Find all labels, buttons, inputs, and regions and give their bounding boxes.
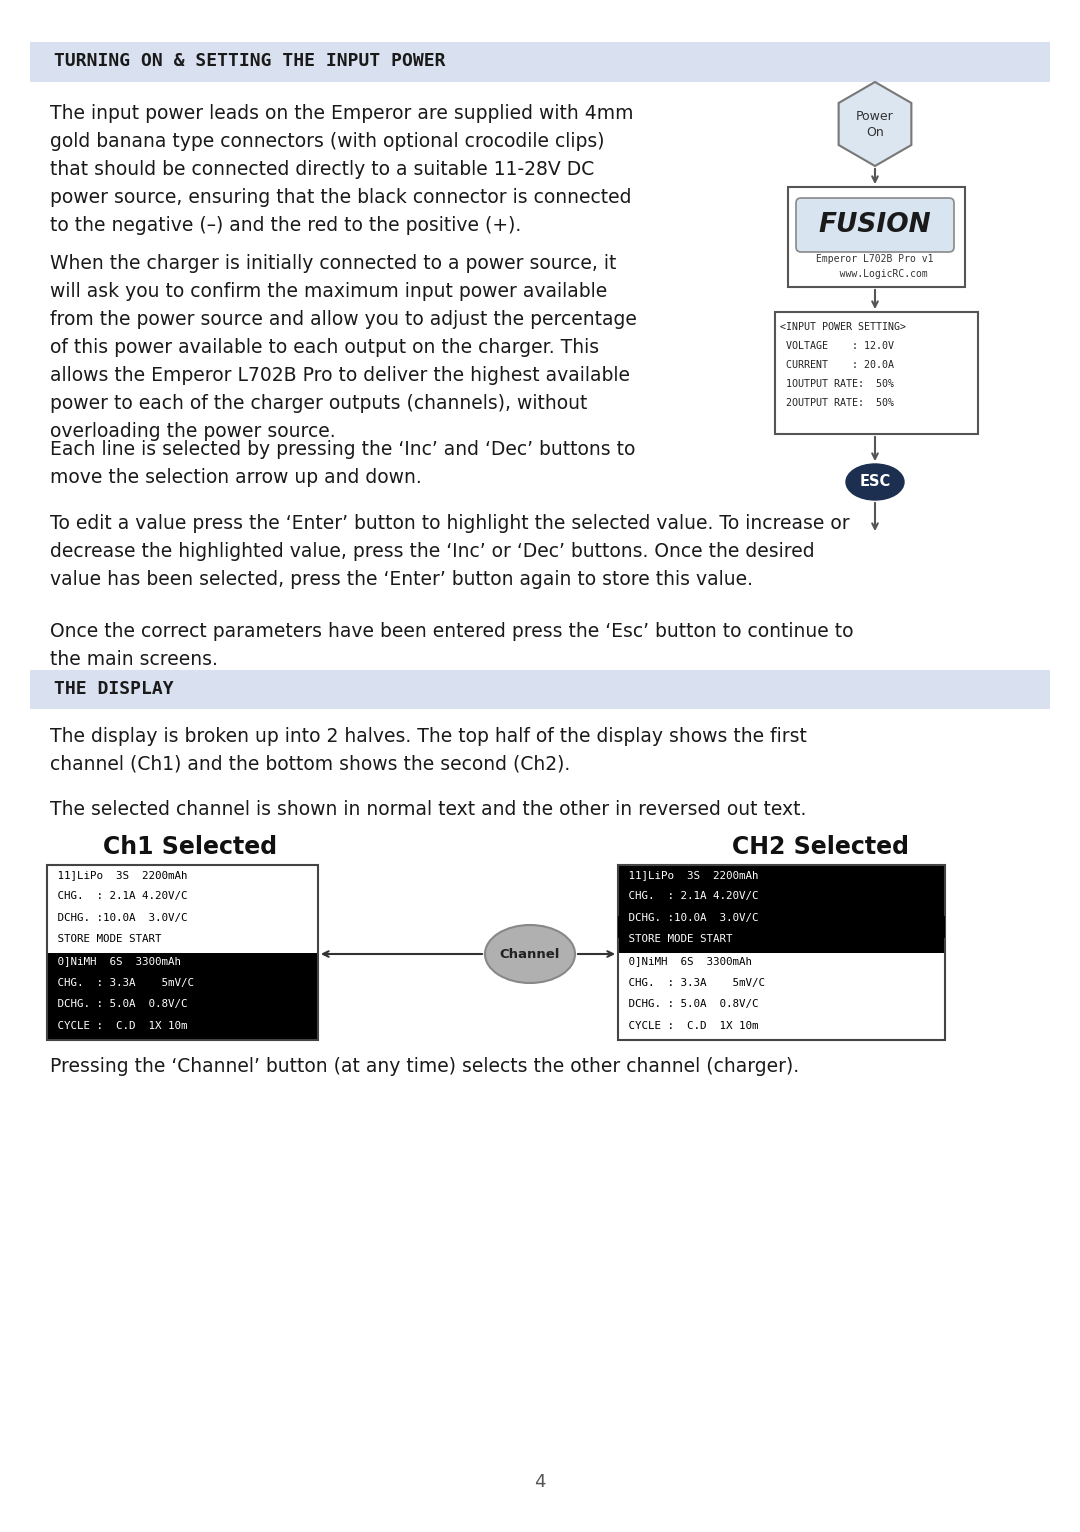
Text: DCHG. :10.0A  3.0V/C: DCHG. :10.0A 3.0V/C [51,913,188,922]
Text: <INPUT POWER SETTING>: <INPUT POWER SETTING> [780,322,906,332]
Text: value has been selected, press the ‘Enter’ button again to store this value.: value has been selected, press the ‘Ente… [50,570,753,588]
Text: 11]LiPo  3S  2200mAh: 11]LiPo 3S 2200mAh [622,870,758,879]
Text: overloading the power source.: overloading the power source. [50,421,336,441]
FancyBboxPatch shape [618,866,945,953]
Text: ESC: ESC [860,475,891,490]
Text: DCHG. : 5.0A  0.8V/C: DCHG. : 5.0A 0.8V/C [51,999,188,1010]
Text: power to each of the charger outputs (channels), without: power to each of the charger outputs (ch… [50,394,588,414]
Text: On: On [866,126,883,138]
FancyBboxPatch shape [48,866,318,953]
Text: STORE MODE START: STORE MODE START [51,935,162,945]
FancyBboxPatch shape [618,953,945,1040]
Text: 4: 4 [535,1472,545,1491]
Polygon shape [839,83,912,165]
FancyBboxPatch shape [618,916,945,938]
FancyBboxPatch shape [30,669,1050,709]
Text: VOLTAGE    : 12.0V: VOLTAGE : 12.0V [780,342,894,351]
Text: CHG.  : 2.1A 4.20V/C: CHG. : 2.1A 4.20V/C [622,892,758,901]
Text: CHG.  : 2.1A 4.20V/C: CHG. : 2.1A 4.20V/C [51,892,188,901]
Text: Pressing the ‘Channel’ button (at any time) selects the other channel (charger).: Pressing the ‘Channel’ button (at any ti… [50,1057,799,1075]
Text: 0]NiMH  6S  3300mAh: 0]NiMH 6S 3300mAh [51,956,181,967]
FancyBboxPatch shape [796,198,954,251]
Text: CHG.  : 3.3A    5mV/C: CHG. : 3.3A 5mV/C [622,977,765,988]
Text: channel (Ch1) and the bottom shows the second (Ch2).: channel (Ch1) and the bottom shows the s… [50,755,570,774]
Text: FUSION: FUSION [819,211,931,237]
Text: When the charger is initially connected to a power source, it: When the charger is initially connected … [50,254,617,273]
Text: gold banana type connectors (with optional crocodile clips): gold banana type connectors (with option… [50,132,605,152]
Text: The input power leads on the Emperor are supplied with 4mm: The input power leads on the Emperor are… [50,104,634,123]
FancyBboxPatch shape [788,187,966,286]
Ellipse shape [485,925,575,984]
Text: from the power source and allow you to adjust the percentage: from the power source and allow you to a… [50,309,637,329]
FancyBboxPatch shape [30,41,1050,83]
Text: 0]NiMH  6S  3300mAh: 0]NiMH 6S 3300mAh [622,956,752,967]
Text: CURRENT    : 20.0A: CURRENT : 20.0A [780,360,894,371]
Text: TURNING ON & SETTING THE INPUT POWER: TURNING ON & SETTING THE INPUT POWER [54,52,446,70]
Text: Channel: Channel [500,947,561,961]
Text: To edit a value press the ‘Enter’ button to highlight the selected value. To inc: To edit a value press the ‘Enter’ button… [50,515,850,533]
Ellipse shape [846,464,904,499]
Text: that should be connected directly to a suitable 11-28V DC: that should be connected directly to a s… [50,159,594,179]
Text: will ask you to confirm the maximum input power available: will ask you to confirm the maximum inpu… [50,282,607,300]
FancyBboxPatch shape [48,953,318,1040]
Text: allows the Emperor L702B Pro to deliver the highest available: allows the Emperor L702B Pro to deliver … [50,366,630,385]
Text: DCHG. : 5.0A  0.8V/C: DCHG. : 5.0A 0.8V/C [622,999,758,1010]
Text: power source, ensuring that the black connector is connected: power source, ensuring that the black co… [50,188,632,207]
Text: decrease the highlighted value, press the ‘Inc’ or ‘Dec’ buttons. Once the desir: decrease the highlighted value, press th… [50,542,814,561]
Text: 11]LiPo  3S  2200mAh: 11]LiPo 3S 2200mAh [51,870,188,879]
Text: 2OUTPUT RATE:  50%: 2OUTPUT RATE: 50% [780,398,894,408]
Text: to the negative (–) and the red to the positive (+).: to the negative (–) and the red to the p… [50,216,522,234]
Text: Each line is selected by pressing the ‘Inc’ and ‘Dec’ buttons to: Each line is selected by pressing the ‘I… [50,440,635,460]
Text: CYCLE :  C.D  1X 10m: CYCLE : C.D 1X 10m [51,1020,188,1031]
Text: STORE MODE START: STORE MODE START [622,935,732,945]
Text: CHG.  : 3.3A    5mV/C: CHG. : 3.3A 5mV/C [51,977,194,988]
Text: of this power available to each output on the charger. This: of this power available to each output o… [50,339,599,357]
Text: move the selection arrow up and down.: move the selection arrow up and down. [50,467,422,487]
FancyBboxPatch shape [775,313,978,434]
Text: the main screens.: the main screens. [50,650,218,669]
Text: Once the correct parameters have been entered press the ‘Esc’ button to continue: Once the correct parameters have been en… [50,622,853,640]
Text: THE DISPLAY: THE DISPLAY [54,680,174,697]
Text: Power: Power [856,110,894,124]
Text: The selected channel is shown in normal text and the other in reversed out text.: The selected channel is shown in normal … [50,800,807,820]
Text: Ch1 Selected: Ch1 Selected [103,835,278,859]
Text: CH2 Selected: CH2 Selected [731,835,908,859]
Text: DCHG. :10.0A  3.0V/C: DCHG. :10.0A 3.0V/C [622,913,758,922]
Text: The display is broken up into 2 halves. The top half of the display shows the fi: The display is broken up into 2 halves. … [50,728,807,746]
Text: Emperor L702B Pro v1: Emperor L702B Pro v1 [816,254,934,264]
Text: CYCLE :  C.D  1X 10m: CYCLE : C.D 1X 10m [622,1020,758,1031]
Text: www.LogicRC.com: www.LogicRC.com [822,270,928,279]
Text: 1OUTPUT RATE:  50%: 1OUTPUT RATE: 50% [780,378,894,389]
